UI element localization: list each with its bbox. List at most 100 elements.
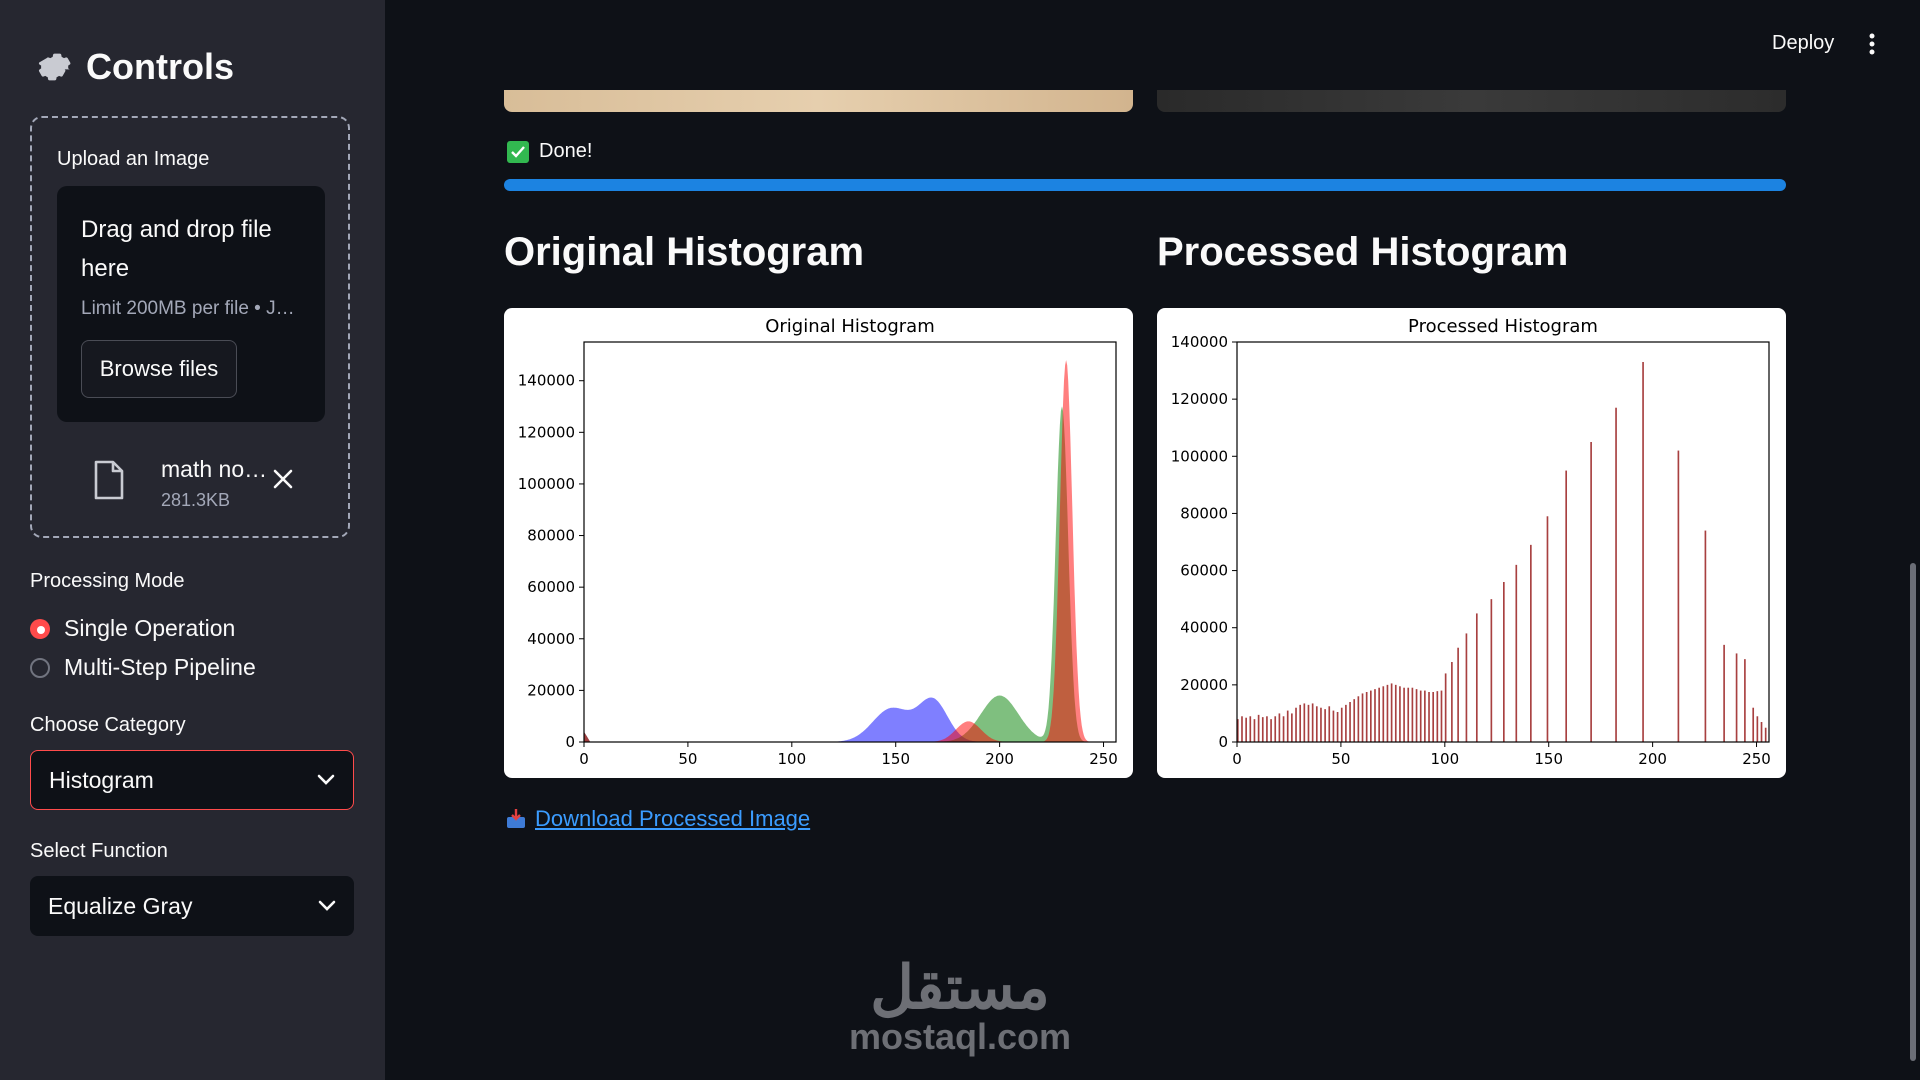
chevron-down-icon [317,774,335,785]
x-tick-label: 250 [1089,750,1118,768]
y-tick-label: 100000 [518,475,575,493]
radio-multi-step-pipeline[interactable]: Multi-Step Pipeline [30,654,256,681]
gear-icon [38,53,71,81]
function-select[interactable]: Equalize Gray [30,876,354,936]
y-tick-label: 120000 [1171,390,1228,408]
histogram-bar [1403,687,1405,742]
histogram-bar [1261,717,1264,742]
histogram-bar [1704,530,1707,742]
histogram-bar [1253,719,1256,742]
watermark-arabic: مستقل [870,954,1050,1021]
histogram-bar [1291,713,1293,742]
histogram-bar [1515,564,1518,742]
processing-mode-label: Processing Mode [30,570,185,592]
histogram-bar [1760,722,1763,742]
histogram-bar [1249,716,1252,742]
dropzone[interactable]: Drag and drop file here Limit 200MB per … [57,186,325,422]
processed-histogram-chart: Processed Histogram 0 50 100 150 200 250 0 20000… [1157,308,1786,778]
sidebar-title: Controls [34,46,234,88]
histogram-bar [1530,544,1532,742]
progress-bar [504,179,1786,191]
histogram-bar [1440,690,1443,742]
x-tick-label: 150 [1534,750,1563,768]
histogram-bar [1340,707,1343,742]
histogram-bar [1546,516,1549,742]
histogram-bar [1237,719,1239,742]
y-tick-label: 20000 [1180,676,1228,694]
y-tick-label: 60000 [1180,562,1228,580]
histogram-bar [1399,686,1401,742]
function-value: Equalize Gray [48,892,193,919]
checkmark-icon [507,140,529,163]
close-icon[interactable] [272,468,294,490]
y-tick-label: 140000 [518,372,575,390]
histogram-bar [1565,470,1568,742]
more-menu-icon[interactable] [1868,32,1876,56]
histogram-bar [1752,707,1755,742]
histogram-bar [1428,692,1430,742]
histogram-bar [1241,716,1243,742]
download-link[interactable]: Download Processed Image [505,806,810,832]
chart-title: Processed Histogram [1408,316,1598,337]
histogram-bar [1257,714,1260,742]
histogram-bar [1328,706,1331,742]
y-tick-label: 60000 [527,578,575,596]
y-tick-label: 0 [1218,733,1228,751]
histogram-bar [1419,690,1422,742]
x-tick-label: 100 [1430,750,1459,768]
scrollbar[interactable] [1910,563,1916,1061]
y-tick-label: 40000 [527,630,575,648]
sidebar: Controls Upload an Image Drag and drop f… [0,0,385,1080]
histogram-bar [1490,599,1493,742]
histogram-bar [1411,687,1414,742]
histogram-bar [1590,442,1592,742]
y-tick-label: 140000 [1171,333,1228,351]
histogram-bar [1756,716,1759,742]
histogram-bar [1332,710,1335,742]
file-uploader: Upload an Image Drag and drop file here … [30,116,350,538]
radio-label: Multi-Step Pipeline [64,654,256,680]
histogram-bar [1349,702,1351,742]
histogram-bar [1615,407,1617,742]
category-value: Histogram [49,766,154,793]
histogram-bar [1345,704,1347,742]
histogram-bar [1245,717,1247,742]
original-image-bottom [504,90,1133,112]
radio-selected-icon [30,618,50,639]
plot-frame [583,341,1117,743]
histogram-bar [1677,450,1680,742]
uploaded-file: math no… 281.3KB [32,440,348,520]
dropzone-title: Drag and drop file here [81,216,272,282]
histogram-bar [1299,704,1302,742]
histogram-bar [1303,703,1306,742]
category-select[interactable]: Histogram [30,750,354,810]
plot-frame [1236,341,1770,743]
histogram-bar [1374,689,1376,742]
sidebar-title-text: Controls [86,46,234,87]
original-histogram-chart: Original Histogram 0 50 100 150 200 250 0 20000 4… [504,308,1133,778]
histogram-bar [1320,707,1322,742]
watermark: مستقل mostaql.com [840,954,1080,1058]
histogram-bar [1282,716,1285,742]
browse-files-button[interactable]: Browse files [81,340,237,398]
histogram-bar [1465,633,1468,742]
uploader-label: Upload an Image [57,148,210,170]
histogram-bar [1365,692,1368,742]
inbox-tray-icon [507,809,525,828]
deploy-button[interactable]: Deploy [1772,32,1835,54]
y-tick-label: 80000 [1180,504,1228,522]
y-tick-label: 80000 [527,527,575,545]
x-tick-label: 250 [1742,750,1771,768]
y-tick-label: 0 [565,733,575,751]
histogram-bar [1295,707,1297,742]
histogram-series-2 [584,360,1114,742]
file-name: math no… [161,456,268,482]
function-label: Select Function [30,840,168,862]
x-tick-label: 200 [1638,750,1667,768]
radio-single-operation[interactable]: Single Operation [30,615,235,642]
y-tick-label: 100000 [1171,447,1228,465]
histogram-bar [1723,644,1725,742]
histogram-bar [1432,692,1435,742]
histogram-bar [1370,690,1372,742]
histogram-bar [1642,362,1644,742]
